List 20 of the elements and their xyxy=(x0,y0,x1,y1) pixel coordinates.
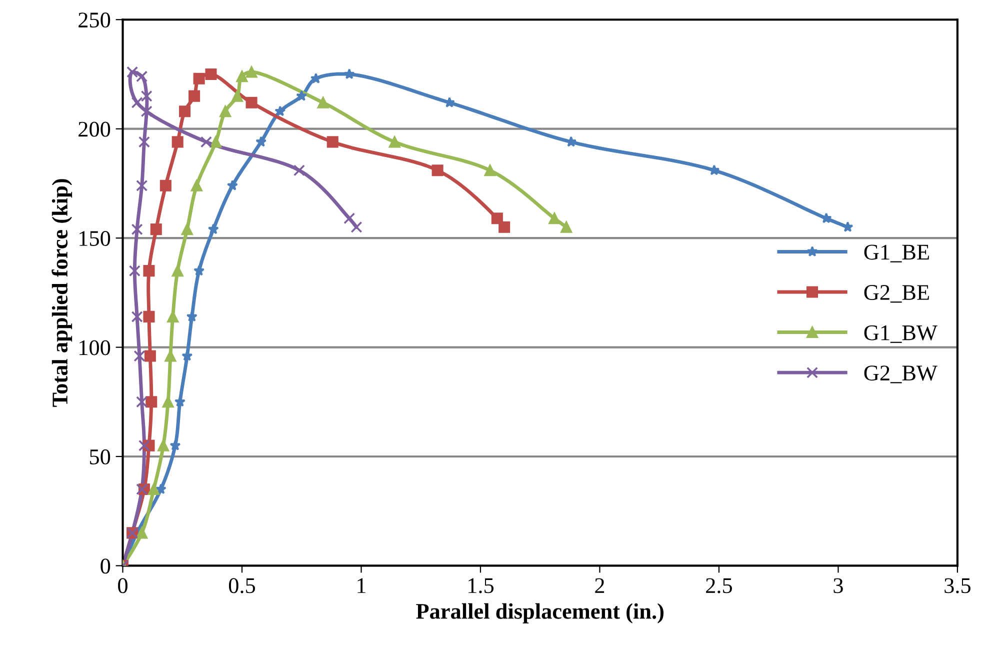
legend-label: G1_BW xyxy=(864,325,938,343)
y-tick-label: 200 xyxy=(78,122,110,137)
legend-label: G2_BW xyxy=(864,366,938,384)
y-tick-label: 250 xyxy=(78,12,110,28)
x-tick-label: 0 xyxy=(118,578,128,594)
x-tick-label: 0.5 xyxy=(228,578,256,594)
x-tick-label: 3.5 xyxy=(944,578,970,594)
x-tick-label: 1.5 xyxy=(468,578,494,594)
x-tick-label: 2 xyxy=(595,578,604,593)
y-tick-label: 100 xyxy=(80,340,110,356)
y-tick-label: 0 xyxy=(100,558,110,574)
y-tick-label: 150 xyxy=(80,230,110,246)
y-axis-title: Total applied force (kip) xyxy=(52,179,72,407)
x-axis-title: Parallel displacement (in.) xyxy=(416,603,664,624)
x-tick-label: 1 xyxy=(358,578,366,593)
y-tick-label: 50 xyxy=(90,449,110,464)
x-tick-label: 2.5 xyxy=(706,578,732,594)
legend-label: G1_BE xyxy=(864,244,929,262)
x-tick-label: 3 xyxy=(834,578,843,594)
legend-label: G2_BE xyxy=(864,285,929,303)
